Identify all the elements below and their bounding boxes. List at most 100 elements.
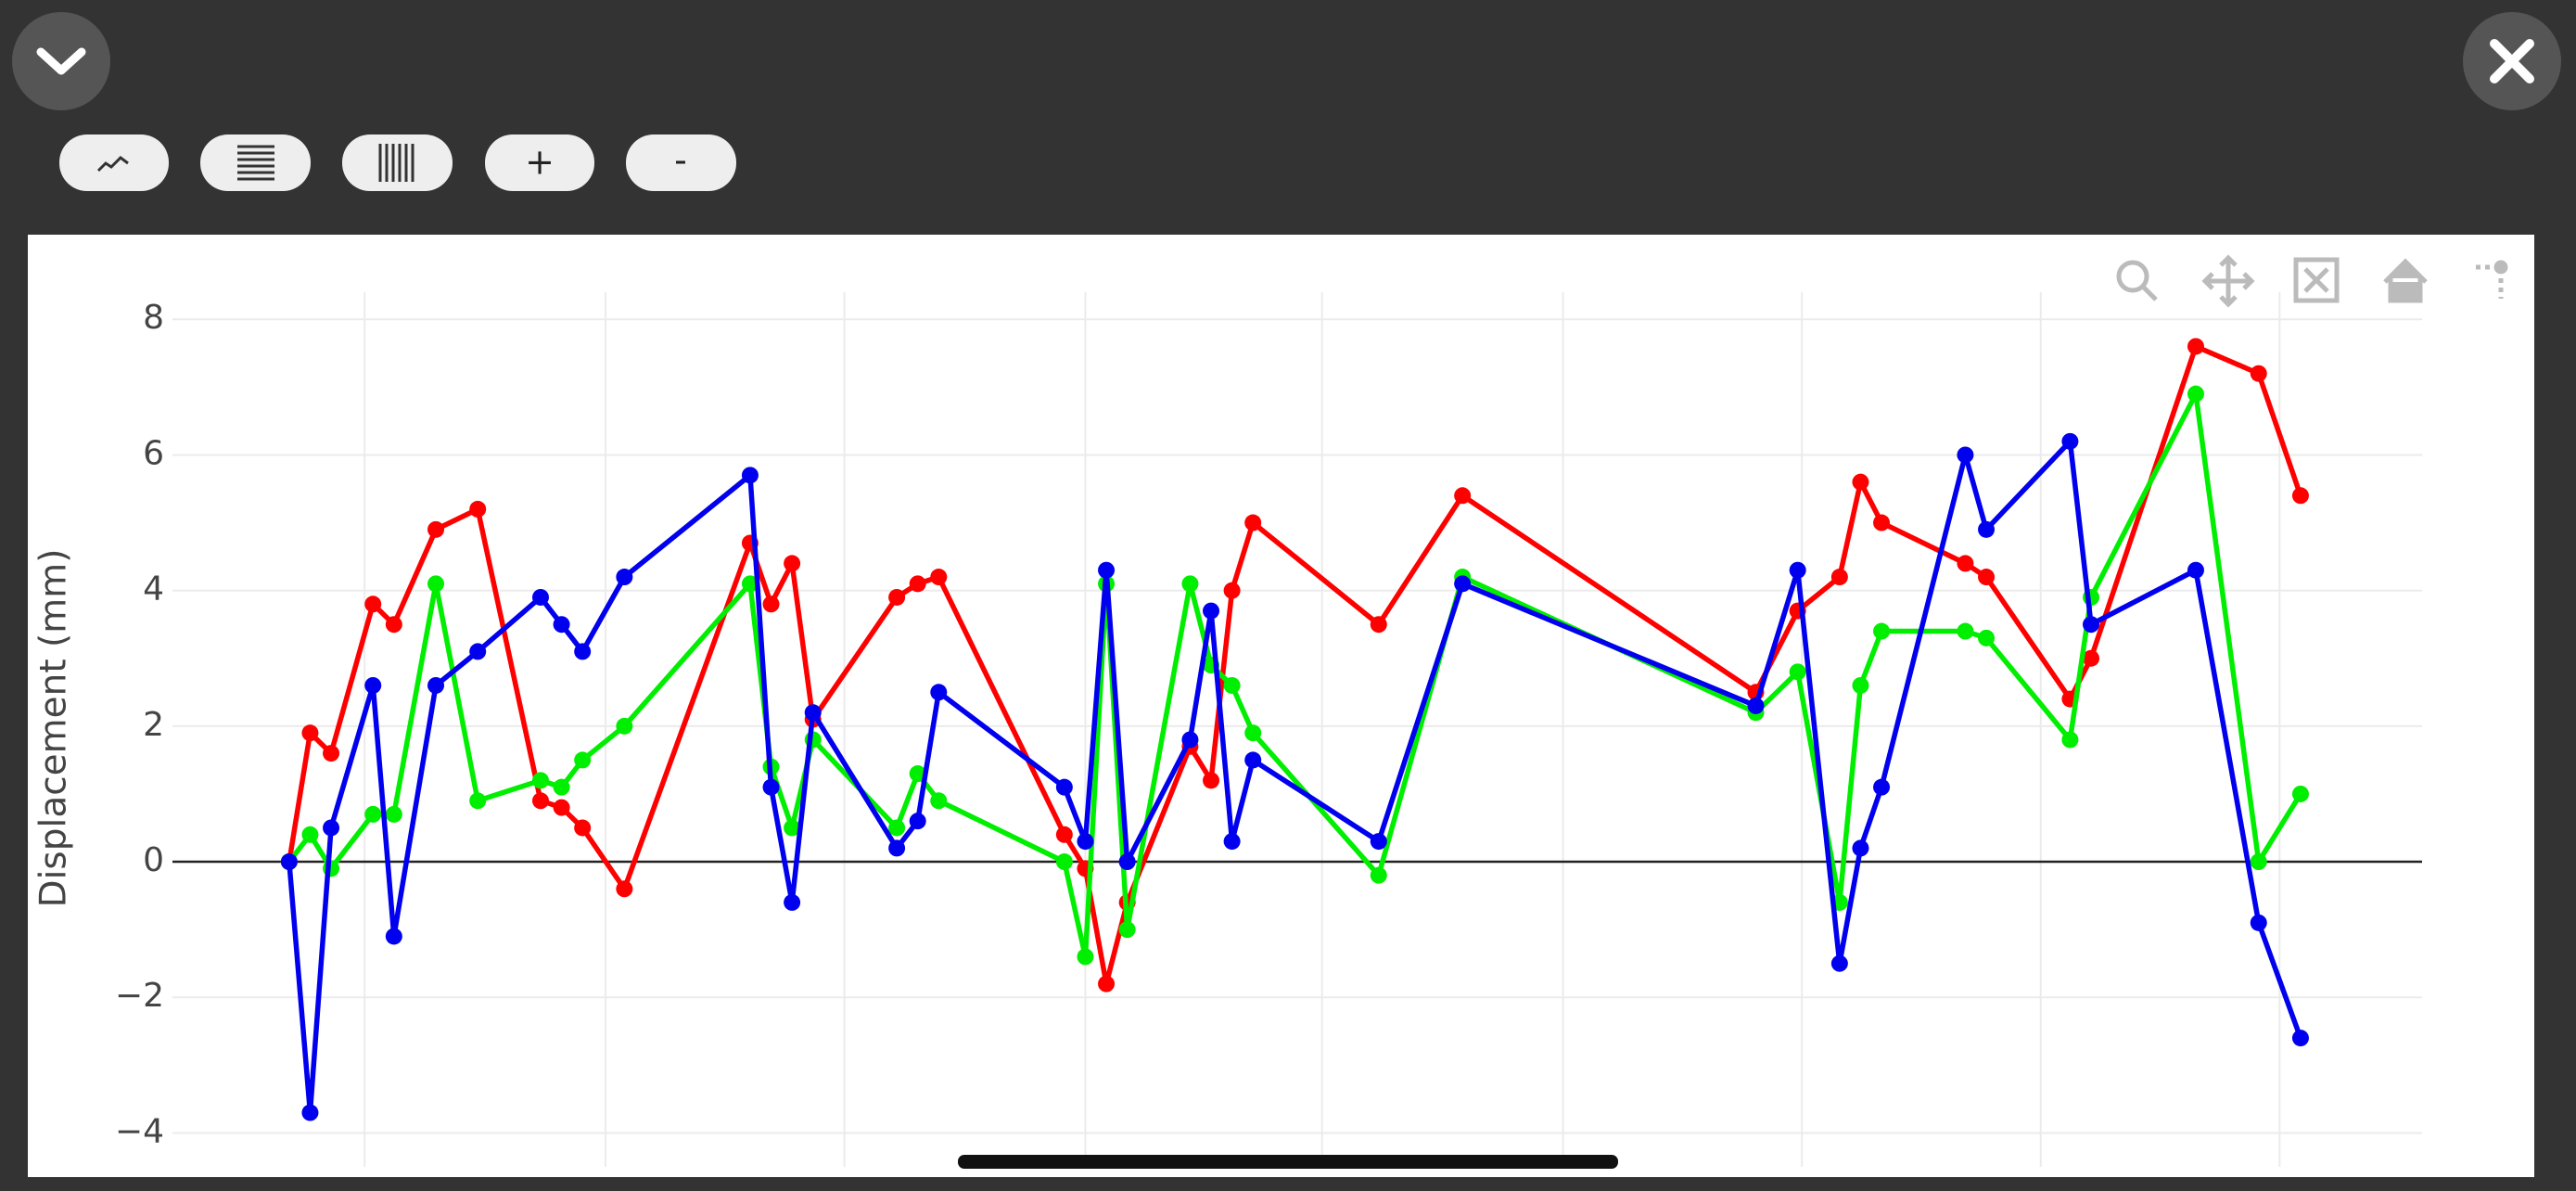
data-point [909, 575, 926, 593]
data-point [804, 704, 822, 722]
data-point [427, 575, 445, 593]
columns-view-button[interactable] [342, 134, 453, 191]
data-point [1852, 676, 1869, 694]
y-tick-label: −4 [115, 1112, 164, 1150]
data-point [616, 569, 633, 586]
data-point [553, 778, 570, 796]
data-point [784, 555, 801, 572]
data-point [1181, 575, 1199, 593]
data-point [1223, 582, 1241, 599]
y-tick-label: −2 [115, 977, 164, 1015]
data-point [301, 724, 319, 742]
data-point [2250, 365, 2267, 382]
data-point [2291, 1030, 2309, 1047]
data-point [385, 616, 402, 634]
data-point [1098, 561, 1116, 579]
data-point [323, 819, 340, 837]
data-point [1223, 833, 1241, 851]
data-point [1957, 555, 1974, 572]
data-point [784, 893, 801, 911]
rows-view-button[interactable] [200, 134, 311, 191]
data-point [1370, 866, 1387, 884]
data-point [1830, 954, 1848, 972]
data-point [741, 467, 759, 484]
data-point [1077, 948, 1094, 966]
data-point [888, 819, 906, 837]
data-point [323, 745, 340, 762]
data-point [888, 839, 906, 857]
data-point [1055, 853, 1073, 871]
data-point [616, 880, 633, 898]
data-point [531, 588, 549, 606]
home-tool[interactable] [2383, 258, 2428, 303]
data-point [741, 575, 759, 593]
data-point [930, 569, 948, 586]
data-point [1873, 778, 1891, 796]
data-point [1789, 561, 1806, 579]
data-point [2250, 914, 2267, 931]
autoscale-tool[interactable] [2293, 257, 2340, 303]
data-point [2061, 731, 2079, 749]
data-point [1077, 833, 1094, 851]
data-point [930, 792, 948, 810]
data-point [1957, 446, 1974, 464]
data-point [280, 853, 298, 871]
zoom-out-button[interactable]: - [626, 134, 736, 191]
data-point [1244, 751, 1262, 769]
data-point [1118, 921, 1136, 939]
data-point [364, 805, 382, 823]
data-point [1957, 622, 1974, 640]
data-point [1203, 772, 1220, 789]
data-point [1370, 616, 1387, 634]
data-point [1244, 514, 1262, 531]
data-point [1118, 853, 1136, 871]
data-point [1203, 602, 1220, 620]
y-axis-title: Displacement (mm) [33, 549, 75, 908]
chart-panel [28, 235, 2534, 1177]
data-point [784, 819, 801, 837]
spike-tool[interactable] [2476, 260, 2508, 299]
data-point [385, 928, 402, 945]
data-point [2083, 649, 2100, 667]
data-point [909, 765, 926, 783]
zoom-in-button[interactable]: + [485, 134, 594, 191]
data-point [1830, 569, 1848, 586]
data-point [469, 500, 487, 518]
data-point [888, 588, 906, 606]
y-tick-label: 4 [143, 570, 164, 608]
home-indicator [958, 1155, 1618, 1169]
close-button[interactable] [2463, 12, 2561, 110]
data-point [469, 643, 487, 660]
data-point [553, 616, 570, 634]
data-point [1873, 622, 1891, 640]
zoom-tool[interactable] [2116, 260, 2158, 301]
data-point [2291, 785, 2309, 802]
data-point [364, 676, 382, 694]
pan-tool[interactable] [2201, 254, 2255, 308]
series-line [287, 439, 2303, 1116]
data-point [2250, 853, 2267, 871]
data-point [469, 792, 487, 810]
line-view-button[interactable] [59, 134, 169, 191]
data-point [1873, 514, 1891, 531]
data-point [364, 596, 382, 613]
data-point [1978, 569, 1996, 586]
data-point [2083, 616, 2100, 634]
data-point [1055, 778, 1073, 796]
series-line [287, 343, 2303, 987]
button-label: + [525, 142, 555, 183]
data-point [909, 813, 926, 830]
data-point [1181, 731, 1199, 749]
data-point [427, 520, 445, 538]
modebar [2116, 254, 2508, 308]
data-point [1454, 575, 1472, 593]
data-point [553, 799, 570, 816]
data-point [531, 772, 549, 789]
collapse-button[interactable] [12, 12, 110, 110]
data-point [1852, 839, 1869, 857]
y-tick-label: 8 [143, 299, 164, 337]
data-point [574, 643, 592, 660]
data-point [2187, 338, 2204, 355]
